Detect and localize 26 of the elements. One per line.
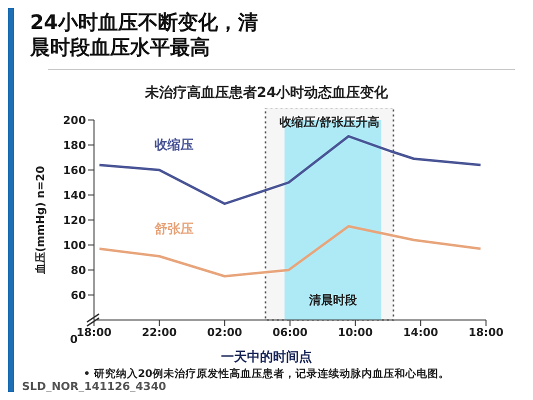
x-tick-label: 10:00 (338, 326, 374, 339)
x-tick-label: 22:00 (142, 326, 178, 339)
x-axis-title: 一天中的时间点 (220, 349, 313, 366)
x-tick-label: 14:00 (403, 326, 439, 339)
text: • 研究纳入20例未治疗原发性高血压患者，记录连续动脉内血压和心电图。 (82, 367, 450, 381)
band-label: 清晨时段 (308, 293, 358, 307)
y-axis-title: 血压(mmHg) n=20 (34, 166, 47, 276)
band-label: 收缩压/舒张压升高 (279, 115, 380, 130)
series-label: 收缩压 (154, 137, 194, 153)
y-tick-label: 80 (70, 264, 86, 277)
y-tick-label: 140 (63, 188, 86, 202)
text: 0 (70, 333, 78, 346)
chart-title: 24小时血压不断变化，清晨时段血压水平最高 (30, 10, 259, 60)
y-tick-label: 100 (63, 238, 86, 252)
y-tick-label: 160 (63, 164, 86, 177)
x-tick-label: 06:00 (272, 326, 308, 339)
y-tick-label: 60 (70, 288, 86, 302)
x-tick-label: 18:00 (468, 326, 504, 339)
x-tick-label: 18:00 (76, 326, 112, 339)
y-tick-label: 120 (63, 214, 86, 227)
line-series (98, 135, 482, 205)
y-tick-label: 180 (63, 138, 86, 152)
series-label: 舒张压 (153, 222, 194, 237)
y-tick-label: 200 (63, 114, 86, 127)
chart-subtitle: 未治疗高血压患者24小时动态血压变化 (144, 84, 390, 102)
x-tick-label: 02:00 (207, 326, 243, 339)
